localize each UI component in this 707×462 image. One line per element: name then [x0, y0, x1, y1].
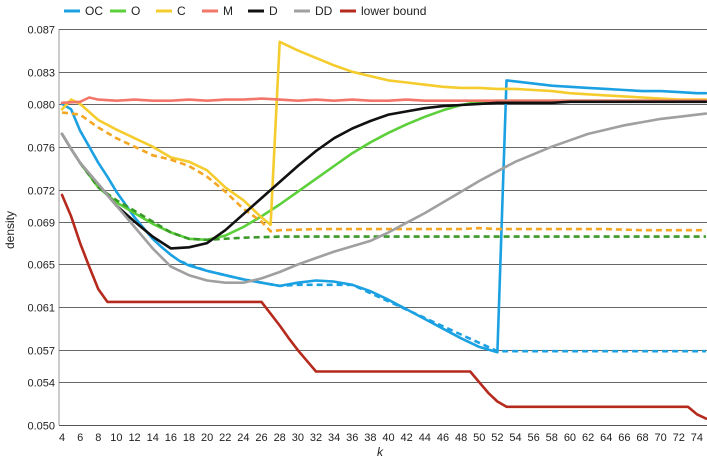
- x-tick-label: 42: [401, 432, 413, 444]
- legend-item: lower bound: [340, 4, 426, 18]
- x-tick-label: 44: [419, 432, 431, 444]
- x-tick-label: 30: [292, 432, 304, 444]
- y-axis-label: density: [3, 211, 17, 249]
- series-lines: [60, 40, 707, 420]
- x-tick-label: 8: [95, 432, 101, 444]
- x-tick-label: 10: [110, 432, 122, 444]
- x-tick-label: 72: [673, 432, 685, 444]
- x-tick-label: 50: [473, 432, 485, 444]
- series-line-dd: [60, 112, 707, 284]
- y-tick-label: 0.054: [27, 378, 55, 390]
- y-tick-label: 0.076: [27, 143, 55, 155]
- x-tick-label: 36: [346, 432, 358, 444]
- x-tick-label: 56: [528, 432, 540, 444]
- series-line-lower-bound: [60, 193, 707, 420]
- series-line-dashed-1: [179, 259, 706, 353]
- y-tick-label: 0.083: [27, 68, 55, 80]
- series-line-o: [78, 99, 707, 242]
- legend-label: C: [177, 4, 186, 18]
- x-tick-label: 24: [237, 432, 249, 444]
- x-tick-label: 68: [636, 432, 648, 444]
- x-tick-label: 60: [564, 432, 576, 444]
- y-tick-label: 0.080: [27, 100, 55, 112]
- legend-item: O: [110, 4, 140, 18]
- x-tick-label: 34: [328, 432, 340, 444]
- legend-item: OC: [64, 4, 103, 18]
- x-tick-label: 14: [147, 432, 159, 444]
- y-tick-labels: 0.050 0.054 0.057 0.061 0.065 0.069 0.072 0.076…: [27, 25, 55, 433]
- legend-label: OC: [85, 4, 103, 18]
- x-tick-labels: 4 6 8 10 12 14 16 18 20 22 24 26 28 30 32 34 36 38 40 42 44 4…: [59, 432, 703, 444]
- x-tick-label: 32: [310, 432, 322, 444]
- legend-item: DD: [294, 4, 333, 18]
- x-tick-label: 4: [59, 432, 65, 444]
- x-tick-label: 22: [219, 432, 231, 444]
- legend-item: C: [156, 4, 186, 18]
- x-tick-label: 64: [600, 432, 612, 444]
- series-line-oc: [60, 79, 707, 354]
- x-tick-label: 40: [382, 432, 394, 444]
- x-tick-label: 28: [274, 432, 286, 444]
- y-tick-label: 0.072: [27, 186, 55, 198]
- series-line-dashed-3: [79, 162, 706, 242]
- legend-label: D: [269, 4, 278, 18]
- x-tick-label: 54: [509, 432, 521, 444]
- x-tick-label: 66: [618, 432, 630, 444]
- y-tick-label: 0.050: [27, 421, 55, 433]
- legend-label: lower bound: [361, 4, 426, 18]
- x-tick-label: 62: [582, 432, 594, 444]
- series-line-dashed-5: [61, 111, 706, 233]
- legend-label: O: [131, 4, 140, 18]
- y-tick-label: 0.087: [27, 25, 55, 37]
- series-line-c: [60, 40, 707, 227]
- x-tick-label: 74: [691, 432, 703, 444]
- x-axis-label: k: [377, 445, 384, 459]
- x-tick-label: 26: [255, 432, 267, 444]
- legend: OC O C M D DD lower bound: [64, 4, 426, 18]
- x-tick-label: 6: [77, 432, 83, 444]
- y-tick-label: 0.057: [27, 346, 55, 358]
- x-tick-label: 20: [201, 432, 213, 444]
- x-tick-label: 16: [165, 432, 177, 444]
- y-tick-label: 0.061: [27, 303, 55, 315]
- series-line-d: [60, 100, 707, 250]
- legend-label: M: [223, 4, 233, 18]
- x-tick-label: 70: [655, 432, 667, 444]
- legend-item: M: [202, 4, 233, 18]
- x-tick-label: 58: [546, 432, 558, 444]
- legend-label: DD: [315, 4, 333, 18]
- x-tick-label: 52: [491, 432, 503, 444]
- legend-item: D: [248, 4, 278, 18]
- x-tick-label: 46: [437, 432, 449, 444]
- x-tick-label: 18: [183, 432, 195, 444]
- x-tick-label: 12: [128, 432, 140, 444]
- x-tick-label: 48: [455, 432, 467, 444]
- x-tick-label: 38: [364, 432, 376, 444]
- y-tick-label: 0.069: [27, 218, 55, 230]
- y-tick-label: 0.065: [27, 260, 55, 272]
